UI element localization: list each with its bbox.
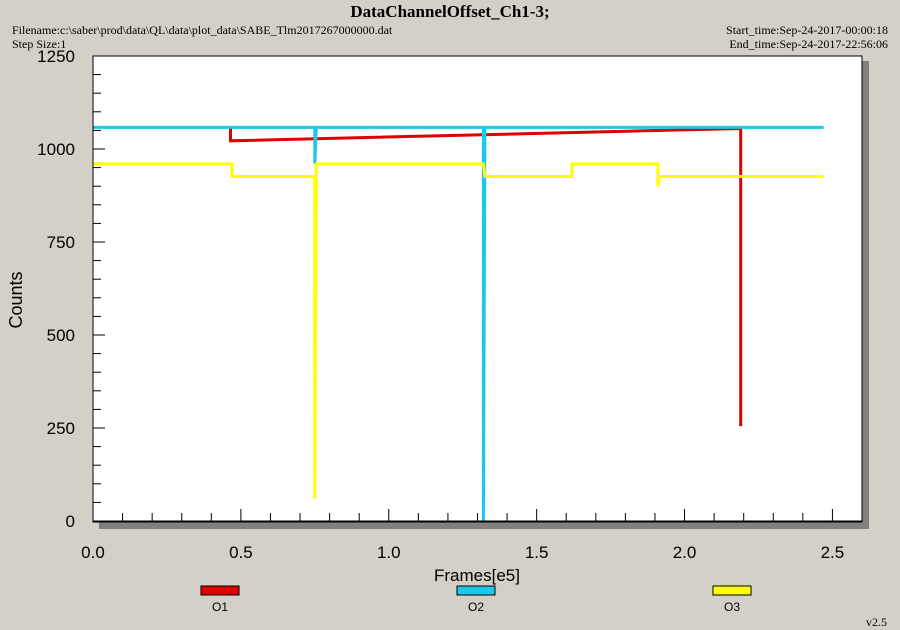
y-tick-label: 500 (47, 326, 75, 345)
x-tick-label: 0.0 (81, 543, 105, 562)
version-label: v2.5 (866, 615, 887, 629)
x-tick-label: 2.0 (673, 543, 697, 562)
series-o3-line (93, 162, 824, 499)
x-tick-label: 1.5 (525, 543, 549, 562)
step-size-label: Step Size:1 (12, 37, 66, 51)
series-o2-line (93, 125, 824, 522)
filename-label: Filename:c:\saber\prod\data\QL\data\plot… (12, 23, 393, 37)
legend-swatch-o2 (456, 585, 496, 596)
y-tick-label: 750 (47, 233, 75, 252)
end-time-label: End_time:Sep-24-2017-22:56:06 (729, 37, 888, 51)
legend-label-o3: O3 (724, 600, 740, 614)
series-layer (93, 125, 824, 522)
y-tick-label: 0 (66, 512, 75, 531)
chart-title: DataChannelOffset_Ch1-3; (350, 2, 549, 21)
x-axis-label: Frames[e5] (434, 566, 520, 585)
legend-swatch-o1 (200, 585, 240, 596)
y-tick-label: 1250 (37, 47, 75, 66)
start-time-label: Start_time:Sep-24-2017-00:00:18 (726, 23, 888, 37)
legend-label-o1: O1 (212, 600, 228, 614)
legend-swatch-o3 (712, 585, 752, 596)
x-tick-label: 2.5 (821, 543, 845, 562)
x-tick-label: 0.5 (229, 543, 253, 562)
x-tick-label: 1.0 (377, 543, 401, 562)
legend: O1 O2 O3 (200, 585, 752, 614)
y-tick-label: 250 (47, 419, 75, 438)
y-tick-label: 1000 (37, 140, 75, 159)
y-axis-label: Counts (6, 271, 26, 328)
legend-label-o2: O2 (468, 600, 484, 614)
axis-layer: 0.0 0.5 1.0 1.5 2.0 2.5 0 250 500 750 1000 1250 (37, 47, 863, 562)
